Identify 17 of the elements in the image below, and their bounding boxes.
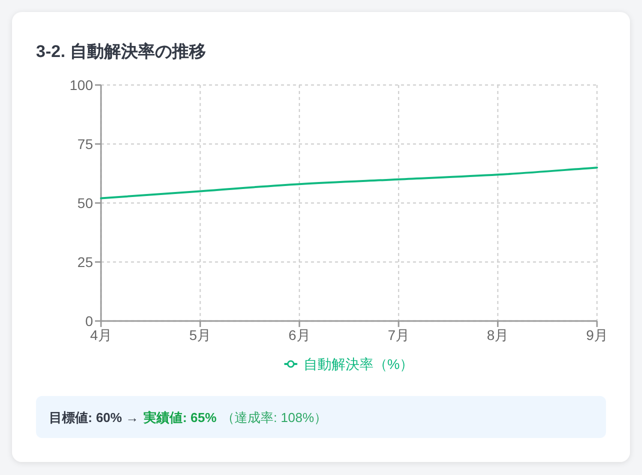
text: 実績値: 65% bbox=[142, 410, 217, 425]
y-tick-label: 0 bbox=[85, 313, 94, 329]
y-tick-label: 25 bbox=[77, 254, 94, 270]
x-tick-label: 8月 bbox=[486, 327, 509, 343]
x-tick-label: 9月 bbox=[586, 327, 608, 343]
line-series bbox=[100, 166, 598, 200]
y-tick-label: 100 bbox=[70, 77, 94, 93]
y-tick-label: 75 bbox=[77, 136, 94, 152]
text: （達成率: 108%） bbox=[222, 410, 328, 425]
legend-label: 自動解決率（%） bbox=[303, 356, 414, 372]
text: 目標値: 60% → bbox=[49, 410, 139, 425]
x-tick-label: 4月 bbox=[90, 327, 112, 343]
x-tick-label: 7月 bbox=[388, 327, 410, 343]
x-tick-label: 6月 bbox=[288, 327, 310, 343]
x-tick-label: 5月 bbox=[189, 327, 212, 343]
chart-title: 3-2. 自動解決率の推移 bbox=[36, 42, 206, 61]
y-tick-label: 50 bbox=[77, 195, 94, 211]
